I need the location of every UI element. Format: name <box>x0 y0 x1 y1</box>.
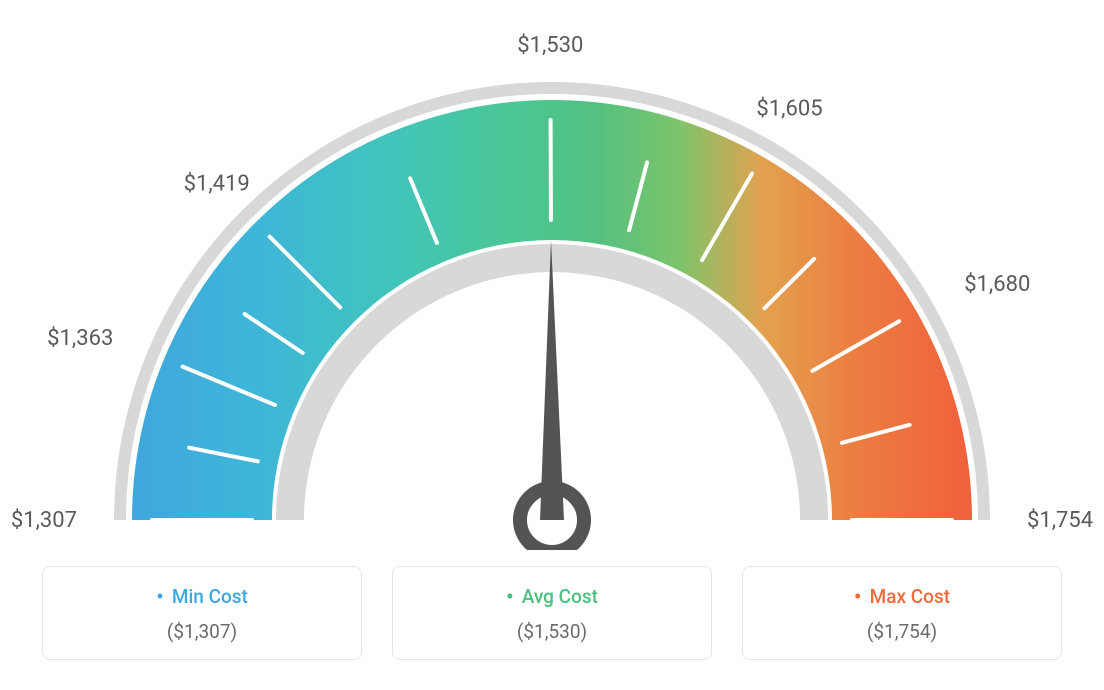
gauge-tick-label: $1,419 <box>184 172 250 197</box>
legend-card-avg: Avg Cost ($1,530) <box>392 566 712 660</box>
gauge-tick-label: $1,307 <box>11 508 77 533</box>
cost-gauge: $1,307 $1,363 $1,419 $1,530 $1,605 $1,680 $1,7… <box>0 10 1104 550</box>
legend-value-min: ($1,307) <box>53 620 351 643</box>
gauge-wrap: $1,307 $1,363 $1,419 $1,530 $1,605 $1,680 $1,7… <box>0 0 1104 550</box>
gauge-needle <box>540 240 564 520</box>
chart-container: $1,307 $1,363 $1,419 $1,530 $1,605 $1,680 $1,7… <box>0 0 1104 690</box>
legend-row: Min Cost ($1,307) Avg Cost ($1,530) Max … <box>0 566 1104 660</box>
gauge-tick-label: $1,754 <box>1027 508 1093 533</box>
gauge-tick-label: $1,605 <box>756 97 822 122</box>
legend-title-min: Min Cost <box>53 585 351 610</box>
gauge-tick-label: $1,363 <box>47 326 113 351</box>
legend-title-avg: Avg Cost <box>403 585 701 610</box>
legend-card-min: Min Cost ($1,307) <box>42 566 362 660</box>
legend-card-max: Max Cost ($1,754) <box>742 566 1062 660</box>
legend-title-max: Max Cost <box>753 585 1051 610</box>
legend-value-avg: ($1,530) <box>403 620 701 643</box>
legend-value-max: ($1,754) <box>753 620 1051 643</box>
gauge-tick-label: $1,680 <box>964 272 1030 297</box>
gauge-tick-label: $1,530 <box>517 33 583 58</box>
